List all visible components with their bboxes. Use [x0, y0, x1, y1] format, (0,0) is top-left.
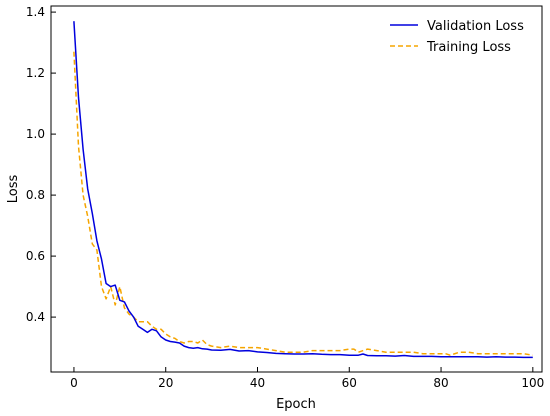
legend-label-training: Training Loss: [426, 40, 511, 55]
legend-label-validation: Validation Loss: [427, 19, 524, 34]
y-tick-label: 0.4: [26, 310, 45, 324]
x-tick-label: 20: [158, 376, 173, 390]
x-tick-label: 40: [250, 376, 265, 390]
legend: Validation Loss Training Loss: [390, 19, 524, 55]
validation-loss-line: [73, 21, 533, 359]
x-tick-label: 100: [521, 376, 544, 390]
y-tick-label: 1.4: [26, 5, 45, 19]
x-tick-label: 80: [433, 376, 448, 390]
plot-frame: [50, 5, 543, 373]
training-loss-line: [73, 51, 533, 356]
ticks-layer: 0 20 40 60 80 100 0.4 0.6 0.8 1.0 1.2 1.4: [26, 5, 544, 390]
y-tick-label: 0.6: [26, 249, 45, 263]
x-tick-label: 0: [70, 376, 78, 390]
y-tick-label: 0.8: [26, 188, 45, 202]
x-tick-label: 60: [342, 376, 357, 390]
series-layer: [73, 21, 533, 359]
y-tick-label: 1.2: [26, 66, 45, 80]
y-tick-label: 1.0: [26, 127, 45, 141]
x-axis-label: Epoch: [276, 397, 316, 412]
y-axis-label: Loss: [6, 175, 21, 204]
